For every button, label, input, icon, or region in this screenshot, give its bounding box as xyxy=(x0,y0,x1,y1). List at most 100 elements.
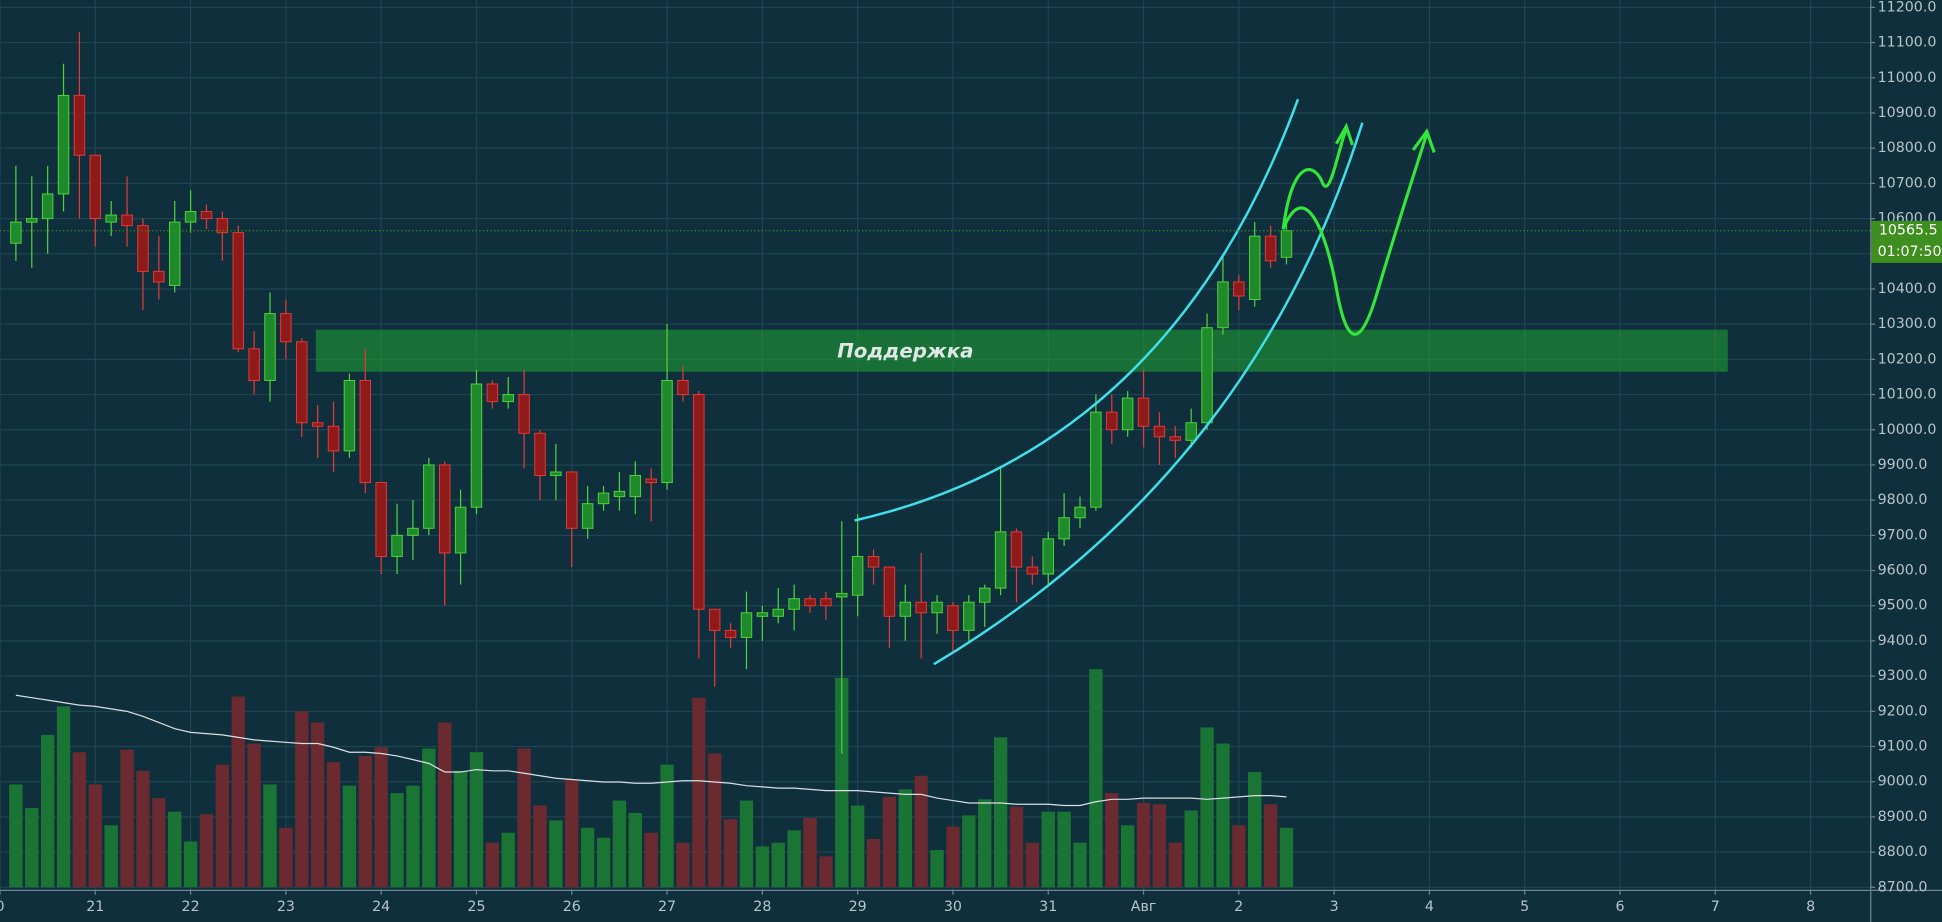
volume-bar xyxy=(882,796,897,888)
y-tick-label: 9500.0 xyxy=(1878,598,1928,614)
volume-bar xyxy=(438,722,452,888)
candle-body xyxy=(359,379,372,484)
candle-body xyxy=(915,601,927,614)
candle-body xyxy=(26,218,38,223)
channel-upper xyxy=(854,98,1300,522)
volume-bar xyxy=(644,832,658,888)
x-tick-label: 22 xyxy=(182,899,200,915)
y-tick-label: 8700.0 xyxy=(1878,879,1928,895)
y-tick-label: 9400.0 xyxy=(1878,633,1928,649)
y-tick-label: 10900.0 xyxy=(1878,105,1937,121)
candle-body xyxy=(629,475,642,498)
volume-bar xyxy=(835,677,849,888)
volume-bar xyxy=(1152,804,1167,888)
y-tick-label: 8800.0 xyxy=(1878,844,1928,860)
y-tick-label: 10400.0 xyxy=(1878,281,1937,297)
candle-body xyxy=(994,531,1007,589)
volume-bar xyxy=(517,748,531,888)
candle-body xyxy=(502,394,514,403)
x-tick-label: 7 xyxy=(1711,899,1720,915)
volume-bar xyxy=(533,805,547,888)
candle-body xyxy=(836,592,848,598)
candle-body xyxy=(280,313,292,343)
x-tick-label: 30 xyxy=(944,899,962,915)
volume-bar xyxy=(247,743,261,888)
x-tick-label: 2 xyxy=(1234,899,1243,915)
volume-bar xyxy=(9,784,23,888)
candle-body xyxy=(470,383,483,508)
volume-bar xyxy=(263,784,277,888)
volume-bar xyxy=(1041,811,1055,888)
support-label: Поддержка xyxy=(837,339,973,362)
x-tick-label: 8 xyxy=(1806,899,1815,915)
candle-body xyxy=(978,587,991,603)
volume-bar xyxy=(104,825,118,888)
volume-bar xyxy=(390,793,404,888)
volume-bar xyxy=(326,762,341,888)
last-price-label: 10565.5 xyxy=(1879,223,1938,239)
x-tick-label: 28 xyxy=(753,899,771,915)
volume-bar xyxy=(755,846,770,888)
volume-bar xyxy=(803,817,817,888)
x-tick-label: 26 xyxy=(563,899,581,915)
volume-bar xyxy=(422,748,436,888)
candle-body xyxy=(232,232,244,350)
x-tick-label: 5 xyxy=(1520,899,1529,915)
candle-body xyxy=(1106,411,1118,431)
y-tick-label: 10800.0 xyxy=(1878,140,1937,156)
support-zone xyxy=(315,329,1728,372)
candle-body xyxy=(1026,566,1039,575)
candle-body xyxy=(963,601,975,631)
candle-body xyxy=(867,555,880,568)
y-tick-label: 11100.0 xyxy=(1878,35,1937,51)
x-tick-label: Авг xyxy=(1131,899,1157,915)
volume-bar xyxy=(1136,803,1151,888)
volume-bar xyxy=(1105,793,1119,888)
x-tick-label: 24 xyxy=(372,899,390,915)
x-tick-label: 23 xyxy=(277,899,295,915)
volume-bar xyxy=(898,789,912,888)
volume-bar xyxy=(708,753,722,888)
candle-body xyxy=(756,612,769,617)
candle-body xyxy=(661,379,673,484)
candle-body xyxy=(534,432,546,477)
candle-body xyxy=(1217,281,1229,329)
volume-bar xyxy=(930,850,944,888)
price-axis xyxy=(1870,0,1942,922)
candle-body xyxy=(597,492,610,505)
volume-bar xyxy=(549,820,563,888)
candle-body xyxy=(1137,397,1150,427)
candle-body xyxy=(438,464,451,554)
y-tick-label: 9700.0 xyxy=(1878,527,1928,543)
volume-bar xyxy=(1279,827,1294,888)
y-tick-label: 9200.0 xyxy=(1878,703,1928,719)
volume-bar xyxy=(565,779,579,888)
candle-body xyxy=(566,471,578,529)
channel-lower xyxy=(933,122,1364,666)
volume-bar xyxy=(771,842,785,888)
candle-body xyxy=(137,225,149,272)
candle-body xyxy=(121,214,133,227)
candle-body xyxy=(89,154,102,220)
volume-bar xyxy=(342,785,357,888)
y-tick-label: 9300.0 xyxy=(1878,668,1928,684)
x-tick-label: 25 xyxy=(467,899,485,915)
volume-bar xyxy=(962,815,976,888)
candle-body xyxy=(613,490,626,498)
volume-bar xyxy=(88,784,102,888)
y-tick-label: 9000.0 xyxy=(1878,774,1928,790)
y-tick-label: 10200.0 xyxy=(1878,351,1937,367)
volume-bar xyxy=(215,764,230,888)
volume-bar xyxy=(723,819,738,888)
volume-bar xyxy=(183,841,198,888)
candle-body xyxy=(788,598,800,610)
volume-bar xyxy=(1248,772,1262,888)
y-tick-label: 9900.0 xyxy=(1878,457,1928,473)
candle-body xyxy=(1248,235,1261,301)
volume-bar xyxy=(1009,806,1024,888)
candle-body xyxy=(1042,538,1054,575)
candle-body xyxy=(248,348,260,381)
volume-bar xyxy=(1089,669,1103,888)
